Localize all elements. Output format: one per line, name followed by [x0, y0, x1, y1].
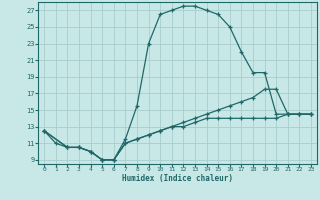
X-axis label: Humidex (Indice chaleur): Humidex (Indice chaleur) — [122, 174, 233, 183]
